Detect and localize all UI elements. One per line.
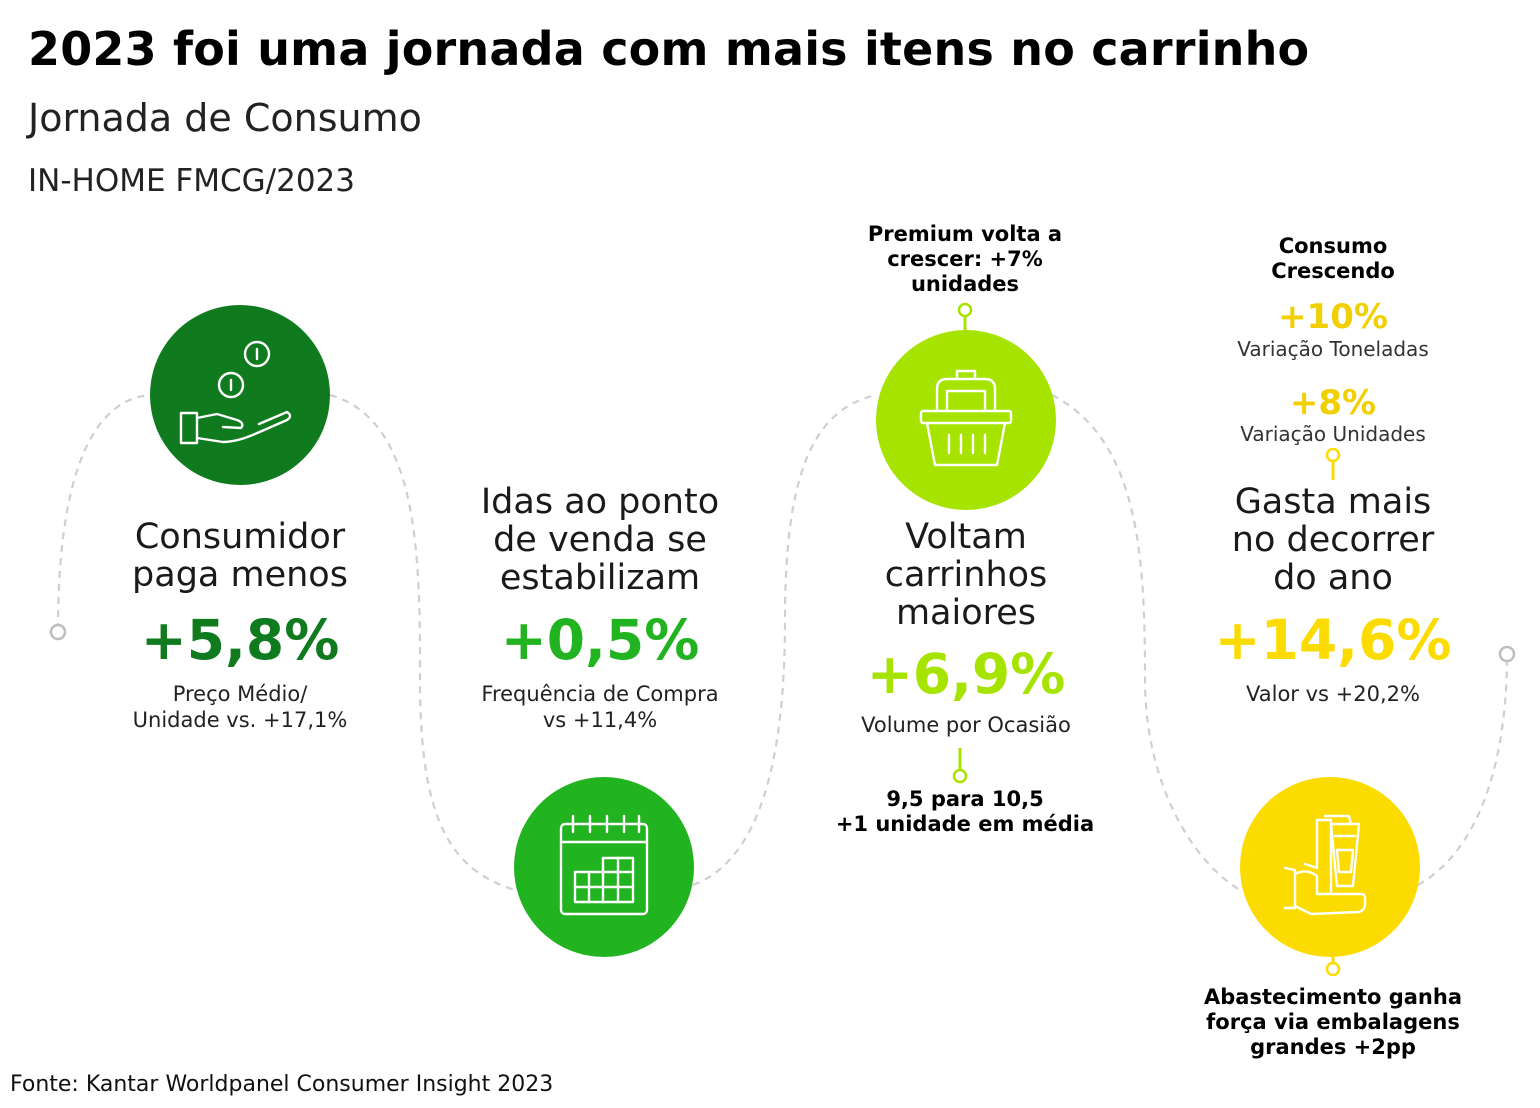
stage-2-value: +0,5% (500, 608, 700, 672)
calendar-icon (559, 814, 649, 916)
shopping-basket-icon (919, 369, 1013, 467)
stage-4-value: +14,6% (1214, 608, 1452, 672)
stage-3-value: +6,9% (866, 642, 1066, 706)
stage-2-circle (514, 777, 694, 957)
units-note: 9,5 para 10,5 +1 unidade em média (810, 787, 1120, 837)
stage-4-description: Valor vs +20,2% (1193, 681, 1473, 707)
stage-1-heading: Consumidor paga menos (100, 518, 380, 594)
stat-toneladas-value: +10% (1278, 297, 1388, 337)
note-line: unidades (910, 272, 1020, 296)
stage-1-description: Preço Médio/ Unidade vs. +17,1% (100, 681, 380, 733)
heading-line: de venda se (493, 520, 707, 560)
path-end-dot (1498, 645, 1516, 663)
connector-dot (952, 768, 968, 784)
stat-toneladas-label: Variação Toneladas (1237, 337, 1429, 361)
path-start-dot (49, 623, 67, 641)
note-line: +1 unidade em média (835, 812, 1095, 836)
description-line: vs +11,4% (542, 708, 658, 732)
heading-line: no decorrer (1231, 520, 1435, 560)
journey-dashed-line (56, 393, 1509, 892)
stage-3-description: Volume por Ocasião (826, 712, 1106, 738)
source-footnote: Fonte: Kantar Worldpanel Consumer Insigh… (10, 1072, 554, 1097)
scope-label: IN-HOME FMCG/2023 (28, 163, 355, 199)
note-line: crescer: +7% (887, 247, 1043, 271)
heading-line: do ano (1273, 558, 1393, 598)
description-line: Preço Médio/ (172, 682, 308, 706)
heading-line: Idas ao ponto (480, 482, 720, 522)
stage-2-heading: Idas ao ponto de venda se estabilizam (460, 483, 740, 597)
coins-in-hand-icon (179, 340, 292, 445)
note-line: Premium volta a (867, 222, 1063, 246)
connector-dot (957, 302, 973, 318)
heading-line: carrinhos (884, 555, 1048, 595)
heading-line: Consumidor (134, 517, 346, 557)
description-line: Unidade vs. +17,1% (132, 708, 348, 732)
stage-3-heading: Voltam carrinhos maiores (826, 518, 1106, 632)
consumo-note: Consumo Crescendo (1203, 234, 1463, 284)
heading-line: maiores (895, 593, 1037, 633)
stat-unidades-label: Variação Unidades (1240, 422, 1426, 446)
note-line: força via embalagens (1206, 1010, 1460, 1034)
stage-1-circle (150, 305, 330, 485)
note-line: grandes +2pp (1250, 1035, 1416, 1059)
description-line: Frequência de Compra (481, 682, 719, 706)
heading-line: paga menos (132, 555, 348, 595)
stage-4-circle (1240, 777, 1420, 957)
stat-unidades-value: +8% (1289, 383, 1377, 423)
stage-4-heading: Gasta mais no decorrer do ano (1193, 483, 1473, 597)
description-line: Valor vs +20,2% (1246, 682, 1420, 706)
connector-dot (1325, 961, 1341, 977)
stage-2-description: Frequência de Compra vs +11,4% (450, 681, 750, 733)
heading-line: Gasta mais (1234, 482, 1432, 522)
note-line: Abastecimento ganha (1203, 985, 1462, 1009)
stage-3-circle (876, 330, 1056, 510)
connector-dot (1325, 447, 1341, 463)
hand-holding-cup-icon (1283, 814, 1367, 916)
premium-note: Premium volta a crescer: +7% unidades (835, 222, 1095, 297)
stage-1-value: +5,8% (140, 608, 340, 672)
page-subtitle: Jornada de Consumo (28, 96, 422, 140)
heading-line: estabilizam (499, 558, 701, 598)
note-line: Crescendo (1271, 259, 1395, 283)
description-line: Volume por Ocasião (861, 713, 1071, 737)
note-line: 9,5 para 10,5 (886, 787, 1044, 811)
page-title: 2023 foi uma jornada com mais itens no c… (28, 22, 1310, 76)
abastecimento-note: Abastecimento ganha força via embalagens… (1183, 985, 1483, 1060)
note-line: Consumo (1278, 234, 1388, 258)
heading-line: Voltam (905, 517, 1027, 557)
